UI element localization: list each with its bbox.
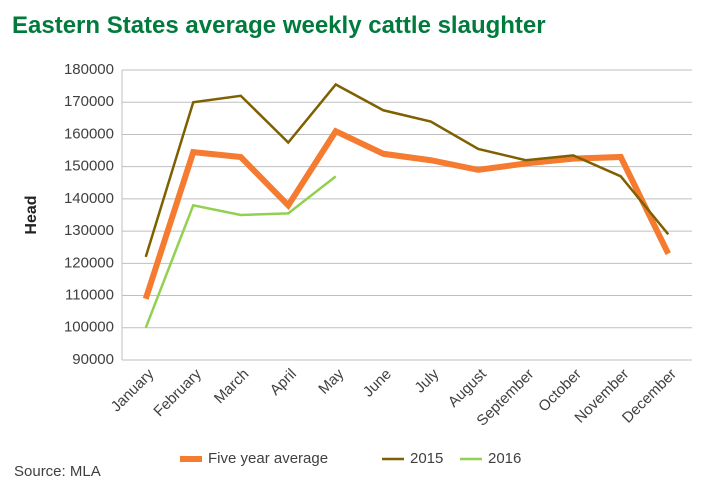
y-tick-label: 140000 — [64, 190, 114, 207]
y-tick-label: 170000 — [64, 93, 114, 110]
x-tick-label: May — [315, 365, 347, 397]
x-tick-label: July — [411, 365, 442, 396]
y-tick-label: 120000 — [64, 254, 114, 271]
y-tick-label: 90000 — [72, 351, 114, 368]
legend-label: Five year average — [208, 450, 328, 467]
source-note: Source: MLA — [14, 463, 101, 480]
x-tick-label: March — [211, 366, 252, 407]
x-tick-label: June — [360, 366, 395, 401]
series-line — [142, 127, 671, 300]
legend-label: 2016 — [488, 450, 521, 467]
x-tick-label: February — [150, 365, 205, 420]
x-tick-label: August — [445, 365, 491, 411]
y-tick-label: 130000 — [64, 222, 114, 239]
chart-title: Eastern States average weekly cattle sla… — [12, 12, 546, 39]
y-tick-label: 160000 — [64, 125, 114, 142]
y-tick-label: 180000 — [64, 61, 114, 78]
x-tick-label: April — [267, 366, 300, 399]
y-tick-label: 110000 — [65, 287, 114, 304]
series-line — [144, 82, 670, 258]
series-line — [144, 175, 337, 329]
y-axis-label: Head — [23, 195, 40, 234]
y-tick-label: 100000 — [64, 319, 114, 336]
legend-label: 2015 — [410, 450, 443, 467]
y-tick-label: 150000 — [64, 158, 114, 175]
